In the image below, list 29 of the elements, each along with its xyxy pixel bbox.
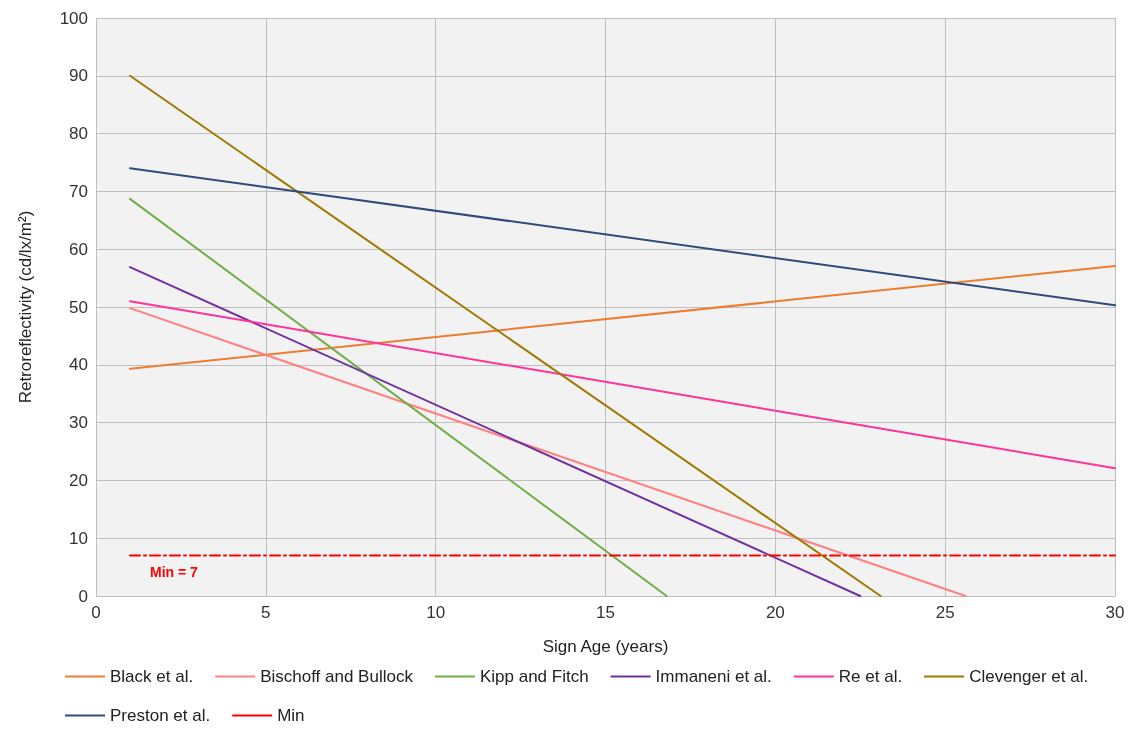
x-tick-label: 25 [935, 603, 955, 622]
y-tick-label: 20 [69, 470, 88, 490]
legend-label: Min [277, 706, 305, 725]
x-tick-label: 10 [426, 603, 446, 622]
y-tick-label: 80 [69, 124, 88, 144]
annotation: Min = 7 [149, 563, 199, 580]
x-tick-label: 30 [1105, 603, 1125, 622]
legend-label: Clevenger et al. [969, 667, 1089, 686]
y-tick-label: 30 [69, 413, 88, 433]
y-tick-label: 60 [69, 239, 88, 259]
y-tick-label: 40 [69, 355, 88, 375]
y-tick-label: 90 [69, 66, 88, 86]
legend-label: Black et al. [110, 667, 194, 686]
y-tick-label: 70 [69, 181, 88, 201]
legend-label: Immaneni et al. [655, 667, 772, 686]
y-axis-title: Retroreflectivity (cd/lx/m²) [16, 210, 35, 404]
x-axis-title: Sign Age (years) [542, 637, 669, 656]
x-tick-label: 5 [261, 603, 271, 622]
y-tick-label: 0 [78, 586, 88, 606]
legend-label: Bischoff and Bullock [260, 667, 414, 686]
legend-label: Re et al. [838, 667, 903, 686]
y-tick-label: 50 [69, 297, 88, 317]
y-tick-label: 100 [59, 8, 88, 28]
x-tick-label: 20 [765, 603, 785, 622]
x-tick-label: 0 [91, 603, 101, 622]
x-tick-label: 15 [596, 603, 615, 622]
y-tick-label: 10 [69, 528, 88, 548]
legend-label: Kipp and Fitch [479, 667, 589, 686]
legend-label: Preston et al. [110, 706, 211, 725]
